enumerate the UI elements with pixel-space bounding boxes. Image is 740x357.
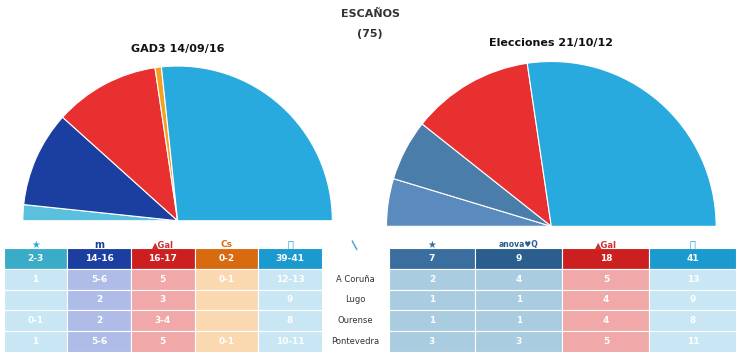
Text: 3: 3 bbox=[160, 295, 166, 305]
Text: 39-41: 39-41 bbox=[275, 254, 305, 263]
Text: 5: 5 bbox=[603, 337, 609, 346]
Text: GAD3 14/09/16: GAD3 14/09/16 bbox=[131, 44, 224, 54]
Text: Ⓟ: Ⓟ bbox=[690, 240, 696, 250]
Text: 1: 1 bbox=[516, 316, 522, 325]
Text: 4: 4 bbox=[602, 316, 609, 325]
Text: Elecciones 21/10/12: Elecciones 21/10/12 bbox=[489, 38, 613, 48]
Text: 8: 8 bbox=[690, 316, 696, 325]
Text: ★: ★ bbox=[428, 240, 437, 250]
Wedge shape bbox=[23, 205, 178, 221]
Wedge shape bbox=[155, 67, 178, 221]
Wedge shape bbox=[24, 117, 178, 221]
Wedge shape bbox=[394, 124, 551, 226]
Text: 0-1: 0-1 bbox=[218, 275, 235, 284]
Text: 0-2: 0-2 bbox=[218, 254, 235, 263]
Wedge shape bbox=[386, 178, 551, 226]
Text: 2: 2 bbox=[96, 316, 102, 325]
Text: 12-13: 12-13 bbox=[276, 275, 304, 284]
Text: 16-17: 16-17 bbox=[148, 254, 178, 263]
Text: 9: 9 bbox=[690, 295, 696, 305]
Text: 18: 18 bbox=[599, 254, 612, 263]
Text: 2: 2 bbox=[429, 275, 435, 284]
Text: 1: 1 bbox=[516, 295, 522, 305]
Text: 9: 9 bbox=[287, 295, 293, 305]
Text: 9: 9 bbox=[516, 254, 522, 263]
Text: 8: 8 bbox=[287, 316, 293, 325]
Text: Ⓟ: Ⓟ bbox=[287, 240, 293, 250]
Text: (75): (75) bbox=[357, 29, 383, 39]
Text: 5: 5 bbox=[160, 337, 166, 346]
Wedge shape bbox=[161, 66, 332, 221]
Text: Ourense: Ourense bbox=[337, 316, 373, 325]
Text: 5-6: 5-6 bbox=[91, 275, 107, 284]
Text: 1: 1 bbox=[429, 316, 435, 325]
Text: Pontevedra: Pontevedra bbox=[331, 337, 380, 346]
Text: 5: 5 bbox=[603, 275, 609, 284]
Text: 1: 1 bbox=[429, 295, 435, 305]
Text: 3: 3 bbox=[516, 337, 522, 346]
Text: 1: 1 bbox=[33, 275, 38, 284]
Text: Cs: Cs bbox=[221, 240, 232, 249]
Wedge shape bbox=[63, 68, 178, 221]
Text: ★: ★ bbox=[31, 240, 40, 250]
Text: anova♥Q: anova♥Q bbox=[499, 240, 539, 249]
Text: 5: 5 bbox=[160, 275, 166, 284]
Text: 41: 41 bbox=[687, 254, 699, 263]
Text: 7: 7 bbox=[428, 254, 435, 263]
Text: 14-16: 14-16 bbox=[84, 254, 114, 263]
Text: A Coruña: A Coruña bbox=[336, 275, 374, 284]
Text: 5-6: 5-6 bbox=[91, 337, 107, 346]
Text: 10-11: 10-11 bbox=[276, 337, 304, 346]
Text: 13: 13 bbox=[687, 275, 699, 284]
Text: ▲Gal: ▲Gal bbox=[595, 240, 617, 249]
Text: /: / bbox=[349, 238, 361, 251]
Text: 11: 11 bbox=[687, 337, 699, 346]
Text: ▲Gal: ▲Gal bbox=[152, 240, 174, 249]
Text: ESCAÑOS: ESCAÑOS bbox=[340, 9, 400, 19]
Text: 2-3: 2-3 bbox=[27, 254, 44, 263]
Wedge shape bbox=[527, 61, 716, 226]
Text: 0-1: 0-1 bbox=[27, 316, 44, 325]
Text: 1: 1 bbox=[33, 337, 38, 346]
Wedge shape bbox=[422, 63, 551, 226]
Text: 4: 4 bbox=[602, 295, 609, 305]
Text: 2: 2 bbox=[96, 295, 102, 305]
Text: 0-1: 0-1 bbox=[218, 337, 235, 346]
Text: 3-4: 3-4 bbox=[155, 316, 171, 325]
Text: m: m bbox=[94, 240, 104, 250]
Text: 3: 3 bbox=[429, 337, 435, 346]
Text: Lugo: Lugo bbox=[345, 295, 366, 305]
Text: 4: 4 bbox=[516, 275, 522, 284]
